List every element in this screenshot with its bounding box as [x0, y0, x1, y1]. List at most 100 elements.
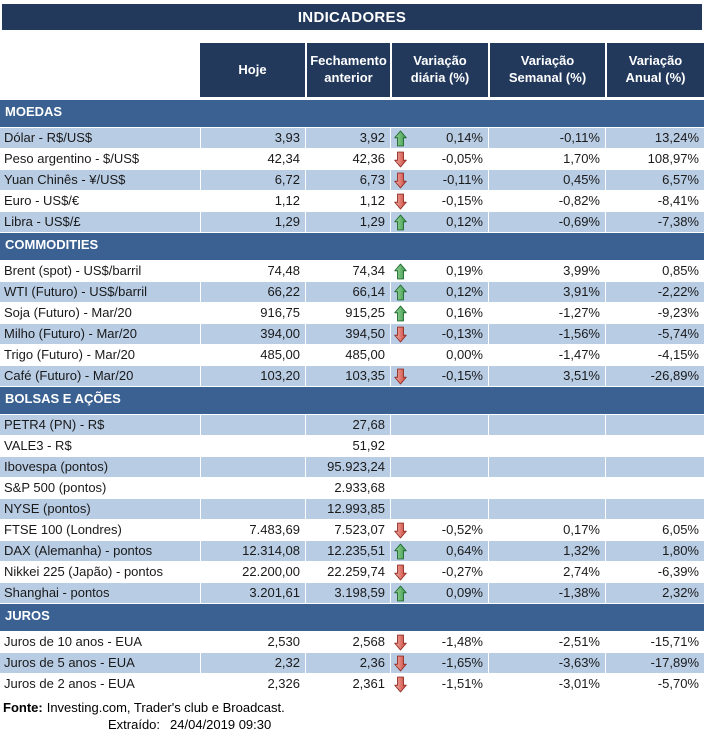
cell-variacao-semanal: 3,91%: [488, 282, 605, 302]
up-arrow-icon: [394, 585, 407, 602]
cell-variacao-semanal: -3,01%: [488, 674, 605, 694]
cell-fechamento-anterior: 2,568: [305, 632, 390, 652]
daily-variation-value: 0,00%: [446, 347, 483, 362]
cell-hoje: 7.483,69: [200, 520, 305, 540]
cell-variacao-diaria: -1,65%: [390, 653, 488, 673]
table-row: WTI (Futuro) - US$/barril 66,22 66,14 0,12%…: [0, 282, 704, 303]
cell-fechamento-anterior: 1,29: [305, 212, 390, 232]
cell-fechamento-anterior: 2,361: [305, 674, 390, 694]
table-row: FTSE 100 (Londres) 7.483,69 7.523,07 -0,52%…: [0, 520, 704, 541]
cell-hoje: 22.200,00: [200, 562, 305, 582]
down-arrow-icon: [394, 368, 407, 385]
row-label: VALE3 - R$: [4, 438, 72, 453]
daily-variation-value: 0,64%: [446, 543, 483, 558]
daily-variation-value: 0,12%: [446, 284, 483, 299]
source-label: Fonte:: [3, 700, 43, 715]
table-row: PETR4 (PN) - R$ 27,68: [0, 415, 704, 436]
daily-variation-value: -0,27%: [441, 564, 483, 579]
cell-variacao-diaria: -0,13%: [390, 324, 488, 344]
cell-variacao-semanal: [488, 415, 605, 435]
row-label: NYSE (pontos): [4, 501, 91, 516]
cell-variacao-semanal: -0,82%: [488, 191, 605, 211]
row-label: S&P 500 (pontos): [4, 480, 107, 495]
cell-hoje: [200, 436, 305, 456]
cell-hoje: 1,29: [200, 212, 305, 232]
cell-fechamento-anterior: 915,25: [305, 303, 390, 323]
table-row: Soja (Futuro) - Mar/20 916,75 915,25 0,16% -…: [0, 303, 704, 324]
cell-variacao-anual: 6,05%: [605, 520, 704, 540]
cell-variacao-anual: -5,74%: [605, 324, 704, 344]
row-label: Shanghai - pontos: [4, 585, 110, 600]
row-label: Yuan Chinês - ¥/US$: [4, 172, 126, 187]
up-arrow-icon: [394, 284, 407, 301]
cell-variacao-anual: 0,85%: [605, 261, 704, 281]
table-row: Trigo (Futuro) - Mar/20 485,00 485,00 0,00%…: [0, 345, 704, 366]
cell-variacao-semanal: [488, 436, 605, 456]
extracted-label: Extraído:: [108, 717, 161, 730]
section-header-bolsas-e-acoes: BOLSAS E AÇÕES: [0, 387, 704, 415]
row-label: Peso argentino - $/US$: [4, 151, 140, 166]
column-header-hoje: Hoje: [200, 43, 305, 97]
cell-fechamento-anterior: 27,68: [305, 415, 390, 435]
row-label: PETR4 (PN) - R$: [4, 417, 105, 432]
row-label: Juros de 10 anos - EUA: [4, 634, 143, 649]
cell-fechamento-anterior: 485,00: [305, 345, 390, 365]
table-row: Juros de 5 anos - EUA 2,32 2,36 -1,65% -3,63…: [0, 653, 704, 674]
cell-hoje: 2,530: [200, 632, 305, 652]
cell-hoje: 42,34: [200, 149, 305, 169]
cell-variacao-semanal: -1,38%: [488, 583, 605, 603]
cell-hoje: [200, 457, 305, 477]
cell-variacao-diaria: [390, 499, 488, 519]
table-row: Nikkei 225 (Japão) - pontos 22.200,00 22.2…: [0, 562, 704, 583]
cell-variacao-anual: -17,89%: [605, 653, 704, 673]
cell-variacao-anual: -9,23%: [605, 303, 704, 323]
row-label: Brent (spot) - US$/barril: [4, 263, 142, 278]
down-arrow-icon: [394, 326, 407, 343]
cell-variacao-diaria: -1,51%: [390, 674, 488, 694]
column-header-variacao-semanal: Variação Semanal (%): [488, 43, 605, 97]
cell-variacao-anual: [605, 499, 704, 519]
cell-variacao-diaria: 0,12%: [390, 212, 488, 232]
page-title: INDICADORES: [2, 4, 702, 30]
cell-variacao-semanal: -1,47%: [488, 345, 605, 365]
header-spacer: [0, 43, 200, 97]
column-headers: Hoje Fechamento anterior Variação diária…: [0, 43, 704, 97]
cell-hoje: 394,00: [200, 324, 305, 344]
cell-fechamento-anterior: 12.993,85: [305, 499, 390, 519]
cell-variacao-diaria: [390, 436, 488, 456]
cell-variacao-anual: [605, 415, 704, 435]
cell-variacao-semanal: -1,27%: [488, 303, 605, 323]
cell-variacao-diaria: 0,19%: [390, 261, 488, 281]
cell-variacao-diaria: -0,15%: [390, 366, 488, 386]
cell-variacao-semanal: -1,56%: [488, 324, 605, 344]
extracted-line: Extraído: 24/04/2019 09:30: [108, 716, 704, 730]
cell-variacao-diaria: 0,64%: [390, 541, 488, 561]
table-row: Peso argentino - $/US$ 42,34 42,36 -0,05% 1,…: [0, 149, 704, 170]
cell-hoje: 2,326: [200, 674, 305, 694]
table-row: Brent (spot) - US$/barril 74,48 74,34 0,19%…: [0, 261, 704, 282]
column-header-fechamento-anterior: Fechamento anterior: [305, 43, 390, 97]
up-arrow-icon: [394, 543, 407, 560]
cell-fechamento-anterior: 2,36: [305, 653, 390, 673]
cell-fechamento-anterior: 7.523,07: [305, 520, 390, 540]
cell-hoje: 103,20: [200, 366, 305, 386]
section-header-moedas: MOEDAS: [0, 100, 704, 128]
cell-variacao-diaria: 0,14%: [390, 128, 488, 148]
row-label: Juros de 5 anos - EUA: [4, 655, 135, 670]
cell-variacao-semanal: -2,51%: [488, 632, 605, 652]
cell-variacao-diaria: 0,12%: [390, 282, 488, 302]
cell-variacao-semanal: -0,69%: [488, 212, 605, 232]
cell-fechamento-anterior: 1,12: [305, 191, 390, 211]
daily-variation-value: -1,65%: [441, 655, 483, 670]
cell-hoje: 3,93: [200, 128, 305, 148]
table-row: S&P 500 (pontos) 2.933,68: [0, 478, 704, 499]
daily-variation-value: -0,15%: [441, 193, 483, 208]
cell-hoje: 74,48: [200, 261, 305, 281]
cell-hoje: 66,22: [200, 282, 305, 302]
daily-variation-value: -1,48%: [441, 634, 483, 649]
cell-variacao-anual: 1,80%: [605, 541, 704, 561]
cell-fechamento-anterior: 22.259,74: [305, 562, 390, 582]
row-label: Trigo (Futuro) - Mar/20: [4, 347, 135, 362]
cell-variacao-semanal: 0,17%: [488, 520, 605, 540]
